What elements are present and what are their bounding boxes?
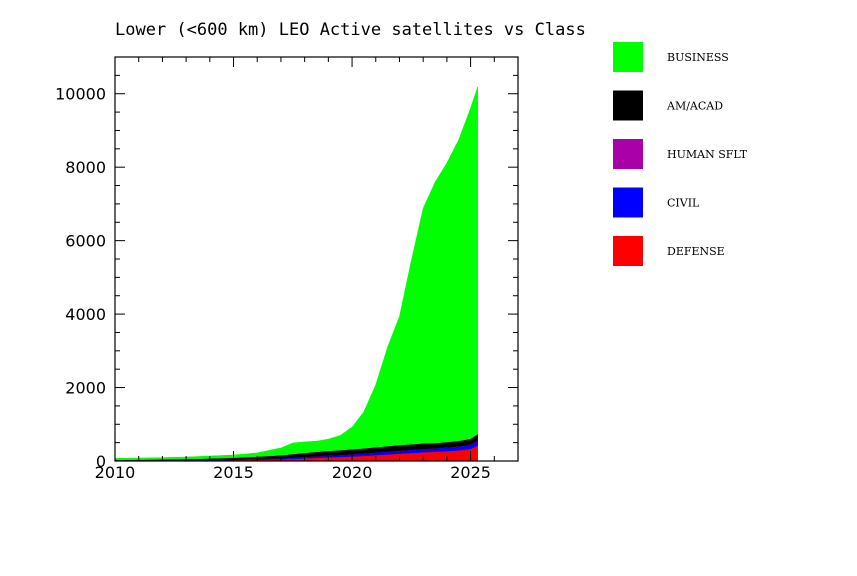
area-layers (114, 86, 478, 462)
legend-swatch (613, 42, 643, 72)
y-tick-label: 10000 (55, 85, 106, 104)
legend-swatch (613, 236, 643, 266)
legend-label: BUSINESS (667, 51, 729, 64)
legend-label: DEFENSE (667, 245, 725, 258)
legend: BUSINESS AM/ACAD HUMAN SFLT CIVIL DEFENSE (613, 42, 748, 266)
axes: 2010 2015 2020 2025 0 2000 4000 6000 8000 10000 (55, 56, 519, 482)
x-tick-label: 2020 (332, 463, 373, 482)
legend-swatch (613, 139, 643, 169)
chart-title: Lower (<600 km) LEO Active satellites vs… (115, 20, 586, 40)
area-series-business (114, 86, 478, 461)
legend-swatch (613, 187, 643, 218)
legend-item-civil: CIVIL (613, 187, 700, 218)
legend-label: CIVIL (667, 197, 700, 210)
x-tick-label: 2025 (450, 463, 491, 482)
y-tick-label: 6000 (65, 232, 106, 251)
x-tick-label: 2010 (95, 463, 136, 482)
legend-label: HUMAN SFLT (667, 148, 748, 161)
x-tick-label: 2015 (213, 463, 254, 482)
y-tick-label: 2000 (65, 379, 106, 398)
legend-item-am-acad: AM/ACAD (613, 90, 723, 121)
legend-swatch (613, 90, 643, 121)
y-tick-label: 4000 (65, 305, 106, 324)
legend-label: AM/ACAD (666, 100, 723, 113)
legend-item-human-sflt: HUMAN SFLT (613, 139, 748, 169)
legend-item-defense: DEFENSE (613, 236, 725, 266)
legend-item-business: BUSINESS (613, 42, 729, 72)
y-tick-label: 8000 (65, 158, 106, 177)
y-tick-label: 0 (96, 452, 106, 471)
